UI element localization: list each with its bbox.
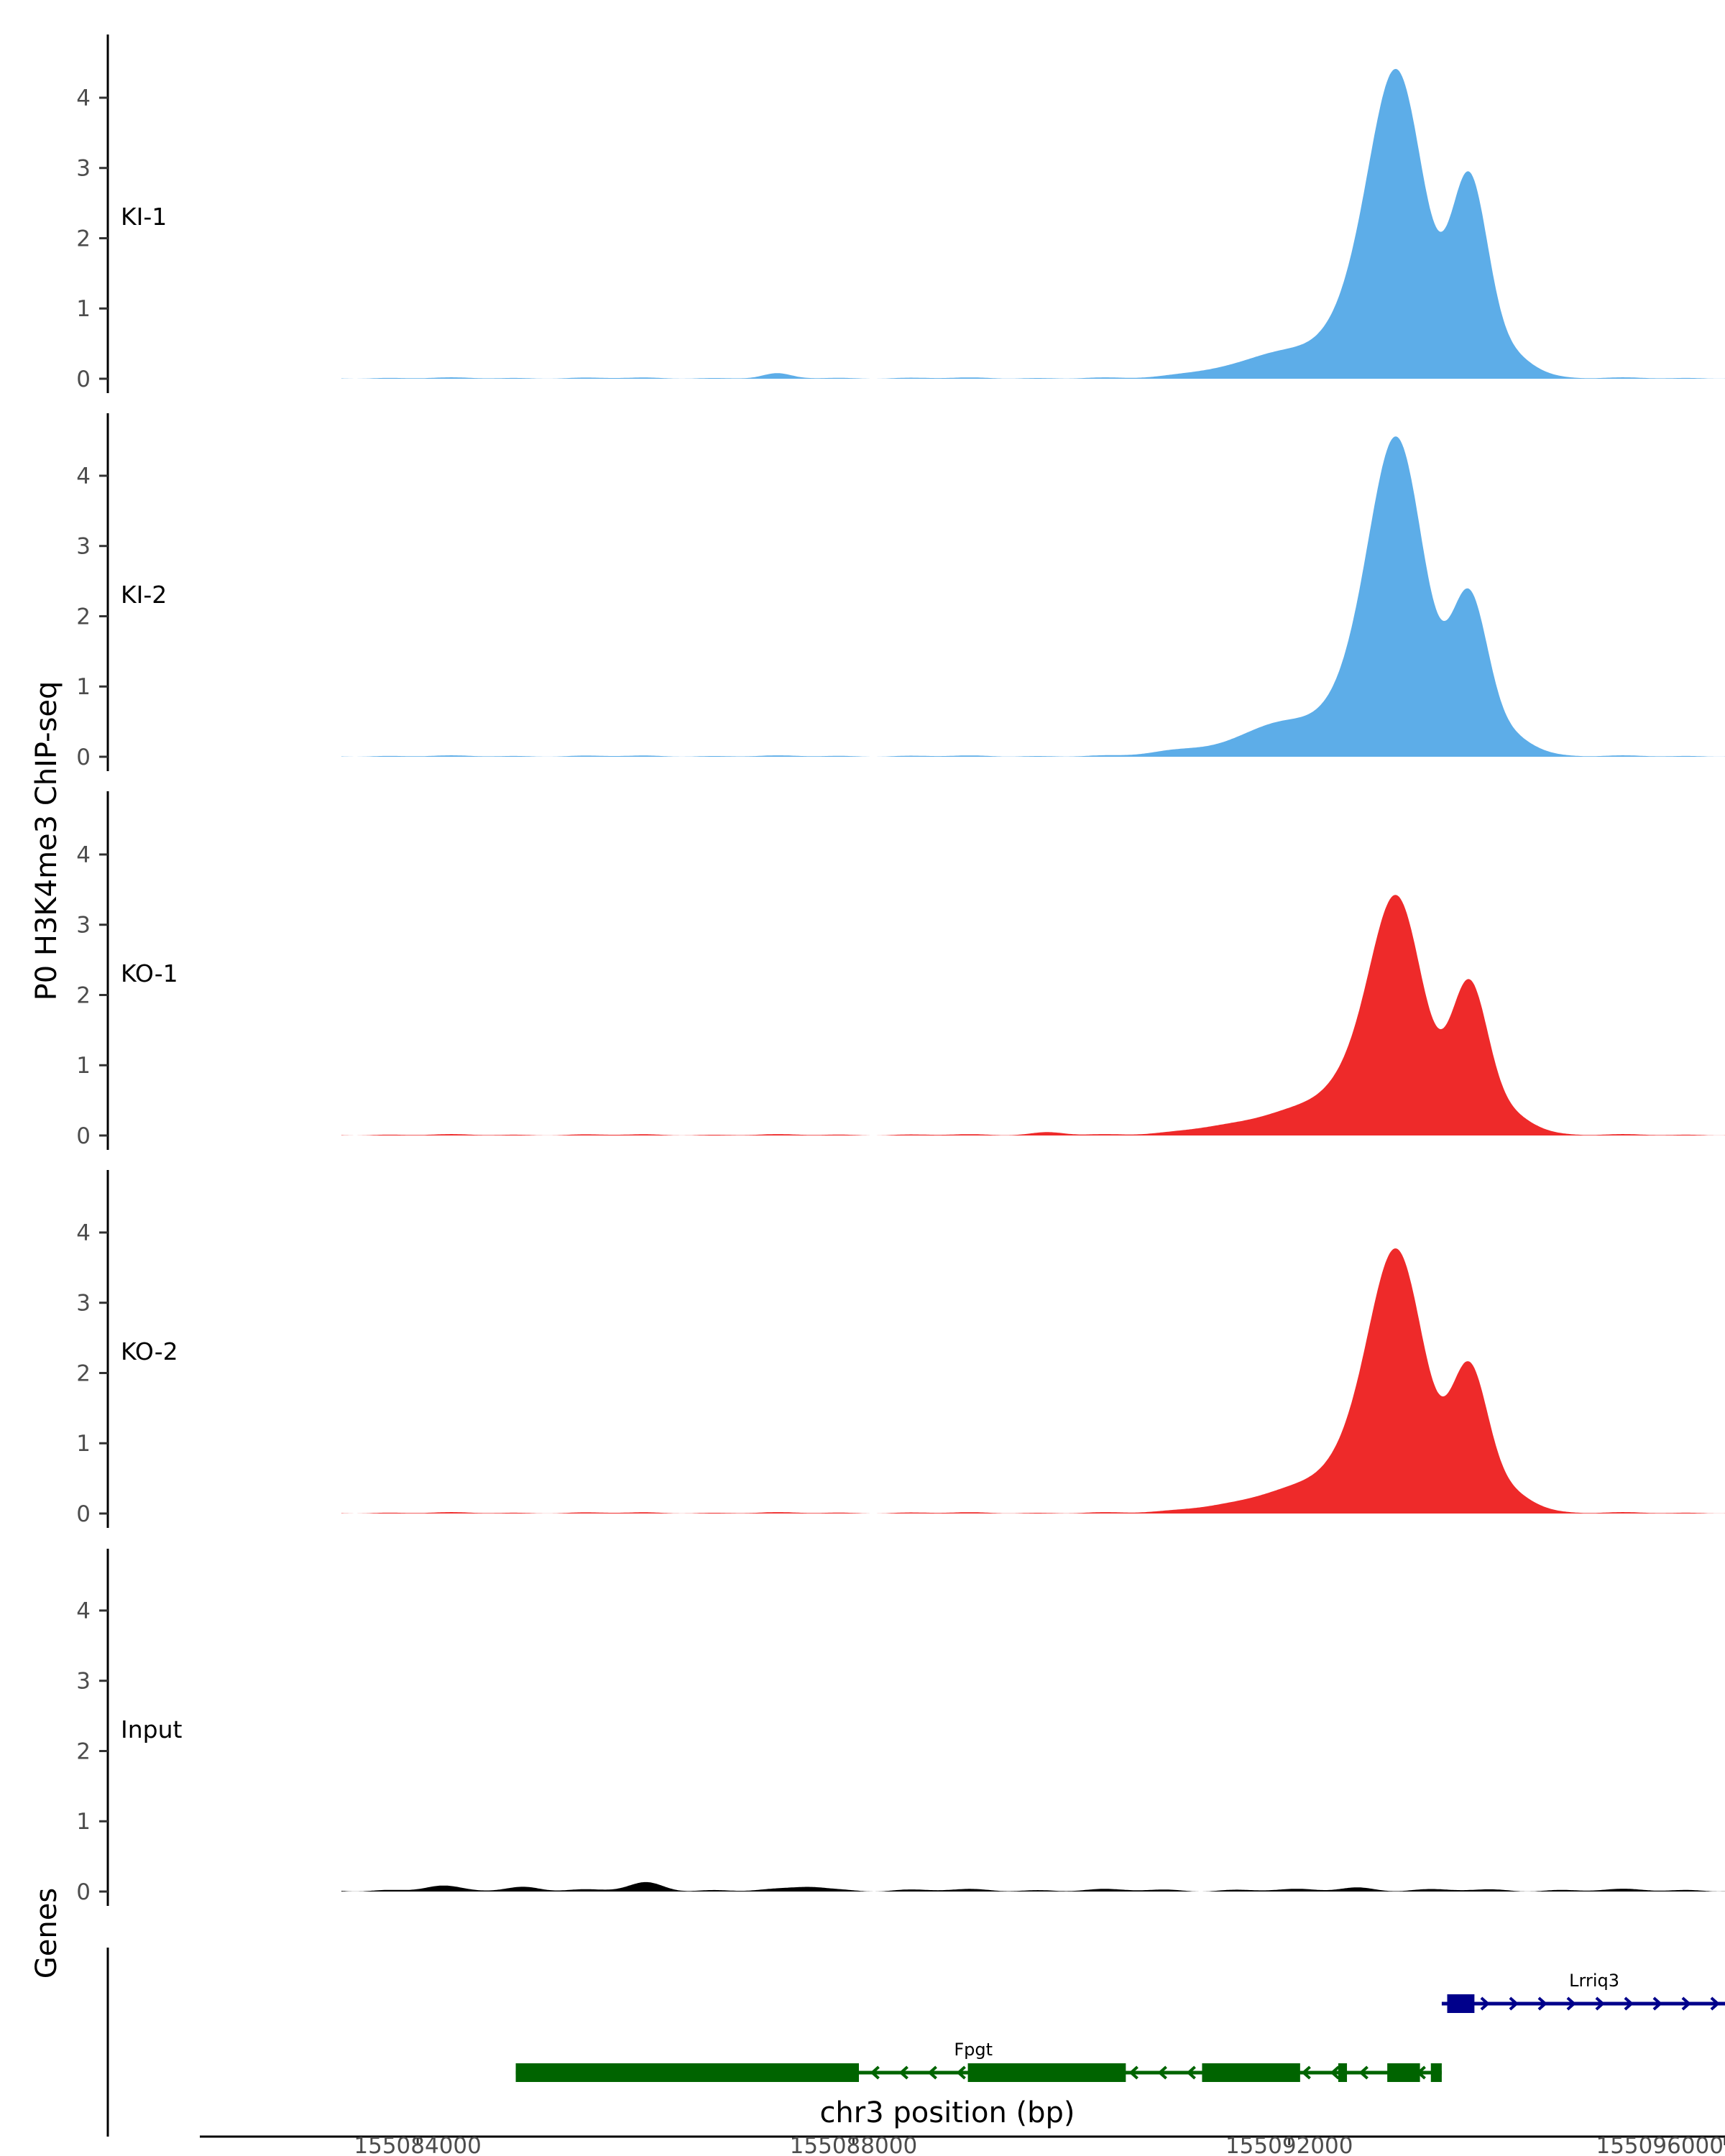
y-tick-label: 2 <box>76 1738 91 1764</box>
strand-chevron <box>1330 2065 1340 2080</box>
coverage-area-ki-2 <box>341 436 1725 757</box>
y-tick-label: 1 <box>76 1053 91 1079</box>
y-tick-label: 2 <box>76 982 91 1008</box>
strand-chevron <box>1566 1996 1576 2011</box>
y-tick-label: 3 <box>76 1291 91 1317</box>
strand-chevron <box>1480 1996 1490 2011</box>
y-tick-label: 0 <box>76 745 91 770</box>
strand-chevron <box>1595 1996 1605 2011</box>
strand-chevron <box>927 2065 937 2080</box>
y-tick-label: 4 <box>76 1598 91 1624</box>
gene-exon <box>1430 2063 1442 2082</box>
strand-chevron <box>1157 2065 1167 2080</box>
genes-track-title: Genes <box>30 1888 63 1978</box>
x-axis: 155084000 155088000 155092000 155096000 <box>200 2133 1725 2156</box>
gene-exon <box>1447 1994 1475 2013</box>
y-tick-label: 4 <box>76 464 91 489</box>
gene-label: Lrriq3 <box>1569 1971 1619 1991</box>
y-tick-label: 2 <box>76 226 91 252</box>
gene-lrriq3: Lrriq3 <box>1441 1971 1725 2013</box>
gene-exon <box>1387 2063 1420 2082</box>
y-tick-label: 3 <box>76 913 91 939</box>
x-tick-label: 155092000 <box>1225 2133 1353 2156</box>
y-tick-label: 3 <box>76 534 91 560</box>
track-ko-2: 0 1 2 3 4 KO-2 <box>76 1170 1725 1528</box>
y-tick-label: 0 <box>76 1879 91 1905</box>
strand-chevron <box>1537 1996 1547 2011</box>
y-tick-label: 4 <box>76 86 91 111</box>
y-tick-label: 1 <box>76 1431 91 1457</box>
y-tick-label: 1 <box>76 1809 91 1835</box>
y-tick-label: 1 <box>76 296 91 322</box>
y-tick-label: 4 <box>76 842 91 868</box>
strand-chevron <box>870 2065 880 2080</box>
track-label: KI-2 <box>121 581 167 609</box>
track-input: 0 1 2 3 4 Input <box>76 1549 1725 1906</box>
strand-chevron <box>1301 2065 1311 2080</box>
strand-chevron <box>1652 1996 1662 2011</box>
x-tick-label: 155088000 <box>790 2133 918 2156</box>
x-tick-label: 155084000 <box>354 2133 482 2156</box>
gene-fpgt: Fpgt <box>515 2040 1442 2082</box>
gene-exon <box>1338 2063 1348 2082</box>
y-axis-title: P0 H3K4me3 ChIP-seq <box>30 681 63 1001</box>
track-label: KO-1 <box>121 959 178 987</box>
y-tick-label: 3 <box>76 1669 91 1695</box>
strand-chevron <box>1509 1996 1519 2011</box>
strand-chevron <box>898 2065 908 2080</box>
coverage-area-ki-1 <box>341 68 1725 379</box>
coverage-area-ko-2 <box>341 1248 1725 1514</box>
y-tick-label: 0 <box>76 1501 91 1527</box>
strand-chevron <box>956 2065 966 2080</box>
track-ki-1: 0 1 2 3 4 KI-1 <box>76 34 1725 393</box>
track-label: Input <box>121 1715 183 1743</box>
x-axis-title: chr3 position (bp) <box>819 2096 1075 2129</box>
strand-chevron <box>1681 1996 1691 2011</box>
track-label: KI-1 <box>121 203 167 231</box>
coverage-area-ko-1 <box>341 895 1725 1135</box>
x-tick-label: 155096000 <box>1596 2133 1724 2156</box>
strand-chevron <box>1128 2065 1138 2080</box>
track-label: KO-2 <box>121 1337 178 1365</box>
y-tick-label: 2 <box>76 1360 91 1386</box>
gene-exon <box>1202 2063 1300 2082</box>
y-tick-label: 3 <box>76 156 91 182</box>
y-tick-label: 4 <box>76 1220 91 1246</box>
strand-chevron <box>1710 1996 1720 2011</box>
y-tick-label: 1 <box>76 674 91 700</box>
y-tick-label: 2 <box>76 604 91 630</box>
track-ki-2: 0 1 2 3 4 KI-2 <box>76 413 1725 771</box>
coverage-area-input <box>341 1881 1725 1892</box>
gene-annotation-track: Lrriq3 Fpgt <box>106 1948 1725 2137</box>
coverage-tracks: 0 1 2 3 4 KI-1 0 1 2 3 4 KI-2 0 1 2 3 4 KO-1 0 1 2 3 4 KO-2 0 1 2 3… <box>76 34 1725 1906</box>
gene-exon <box>515 2063 860 2082</box>
y-tick-label: 0 <box>76 367 91 392</box>
strand-chevron <box>1358 2065 1368 2080</box>
track-ko-1: 0 1 2 3 4 KO-1 <box>76 791 1725 1150</box>
gene-exon <box>967 2063 1126 2082</box>
strand-chevron <box>1186 2065 1196 2080</box>
y-tick-label: 0 <box>76 1123 91 1149</box>
gene-label: Fpgt <box>954 2040 993 2060</box>
strand-chevron <box>1624 1996 1634 2011</box>
